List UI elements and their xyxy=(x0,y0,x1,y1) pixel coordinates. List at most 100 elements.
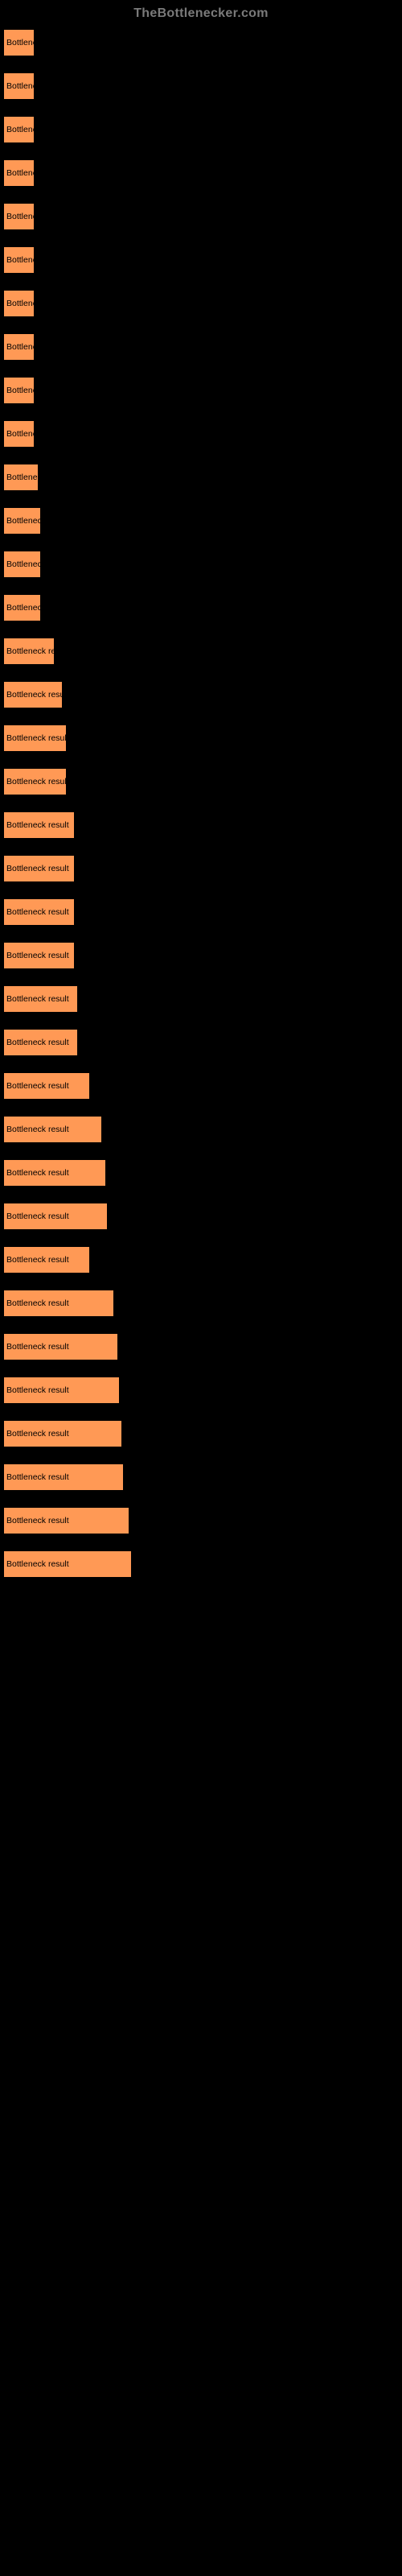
chart-bar: Bottleneck xyxy=(3,333,35,361)
bar-label: Bottleneck xyxy=(6,38,35,47)
chart-bar: Bottleneck result xyxy=(3,1116,102,1143)
chart-row: Bottleneck result 48 xyxy=(3,1159,399,1187)
chart-row: Bottleneck xyxy=(3,72,399,100)
chart-row: Bottleneck result525 xyxy=(3,1507,399,1534)
bar-label: Bottleneck xyxy=(6,125,35,134)
chart-bar: Bottleneck result xyxy=(3,855,75,882)
bar-label: Bottleneck result xyxy=(6,1255,69,1265)
chart-bar: Bottleneck r xyxy=(3,464,39,491)
bar-label: Bottleneck re xyxy=(6,516,41,526)
bar-label: Bottleneck result xyxy=(6,1081,69,1091)
bar-label: Bottleneck xyxy=(6,386,35,395)
chart-bar: Bottleneck xyxy=(3,290,35,317)
chart-row: Bottleneck result 51 xyxy=(3,1463,399,1491)
chart-bar: Bottleneck result xyxy=(3,1159,106,1187)
chart-row: Bottleneck re xyxy=(3,594,399,621)
chart-row: Bottleneck result 50 xyxy=(3,1333,399,1360)
chart-bar: Bottleneck result xyxy=(3,1463,124,1491)
chart-row: Bottleneck result xyxy=(3,1072,399,1100)
bar-label: Bottleneck xyxy=(6,168,35,178)
bar-label: Bottleneck re xyxy=(6,603,41,613)
bar-value: 50 xyxy=(121,1342,130,1352)
chart-bar: Bottleneck xyxy=(3,116,35,143)
chart-bar: Bottleneck result xyxy=(3,942,75,969)
chart-bar: Bottleneck re xyxy=(3,507,41,535)
chart-row: Bottleneck result xyxy=(3,898,399,926)
chart-row: Bottleneck xyxy=(3,246,399,274)
chart-bar: Bottleneck result xyxy=(3,1203,108,1230)
chart-row: Bottleneck result 48 xyxy=(3,1290,399,1317)
chart-row: Bottleneck xyxy=(3,290,399,317)
bar-label: Bottleneck result xyxy=(6,1342,69,1352)
bar-label: Bottleneck xyxy=(6,299,35,308)
bar-value: 48 xyxy=(117,1298,126,1308)
bar-label: Bottleneck result xyxy=(6,777,67,786)
bar-label: Bottleneck result xyxy=(6,1559,69,1569)
chart-row: Bottleneck result xyxy=(3,942,399,969)
bar-label: Bottleneck r xyxy=(6,473,39,482)
chart-bar: Bottleneck xyxy=(3,420,35,448)
chart-bar: Bottleneck result xyxy=(3,1507,129,1534)
chart-bar: Bottleneck re xyxy=(3,551,41,578)
chart-bar: Bottleneck result xyxy=(3,985,78,1013)
chart-bar: Bottleneck xyxy=(3,203,35,230)
chart-bar: Bottleneck xyxy=(3,159,35,187)
chart-bar: Bottleneck result xyxy=(3,1029,78,1056)
chart-row: Bottleneck re xyxy=(3,551,399,578)
bar-label: Bottleneck xyxy=(6,255,35,265)
chart-row: Bottleneck result 51 xyxy=(3,1420,399,1447)
chart-row: Bottleneck xyxy=(3,333,399,361)
bar-value: 4 xyxy=(110,1212,115,1221)
chart-bar: Bottleneck re xyxy=(3,594,41,621)
bar-label: Bottleneck result xyxy=(6,951,69,960)
bar-value: 4 xyxy=(105,1125,109,1134)
bar-label: Bottleneck xyxy=(6,81,35,91)
bar-label: Bottleneck xyxy=(6,212,35,221)
chart-bar: Bottleneck result xyxy=(3,811,75,839)
site-header: TheBottlenecker.com xyxy=(3,6,399,21)
bar-value: 525 xyxy=(132,1516,146,1525)
chart-row: Bottleneck xyxy=(3,116,399,143)
bar-label: Bottleneck re xyxy=(6,559,41,569)
bar-label: Bottleneck result xyxy=(6,1212,69,1221)
chart-bar: Bottleneck result xyxy=(3,1333,118,1360)
bar-value: 48 xyxy=(109,1168,118,1178)
chart-row: Bottleneck result xyxy=(3,855,399,882)
bar-label: Bottleneck result xyxy=(6,907,69,917)
chart-row: Bottleneck result49 xyxy=(3,1550,399,1578)
chart-row: Bottleneck re xyxy=(3,507,399,535)
chart-bar: Bottleneck xyxy=(3,29,35,56)
chart-bar: Bottleneck result xyxy=(3,898,75,926)
bar-label: Bottleneck xyxy=(6,429,35,439)
chart-row: Bottleneck result xyxy=(3,811,399,839)
chart-row: Bottleneck result xyxy=(3,724,399,752)
bar-value: 51 xyxy=(126,1472,136,1482)
bar-label: Bottleneck result xyxy=(6,1125,69,1134)
bar-label: Bottleneck result xyxy=(6,1168,69,1178)
chart-bar: Bottleneck result xyxy=(3,1420,122,1447)
bar-label: Bottleneck result xyxy=(6,1298,69,1308)
chart-row: Bottleneck xyxy=(3,29,399,56)
bar-value: 50 xyxy=(122,1385,132,1395)
bar-label: Bottleneck result xyxy=(6,1472,69,1482)
chart-row: Bottleneck r xyxy=(3,464,399,491)
bar-label: Bottleneck result xyxy=(6,690,63,700)
chart-bar: Bottleneck xyxy=(3,246,35,274)
bar-value: 51 xyxy=(125,1429,134,1439)
chart-row: Bottleneck xyxy=(3,420,399,448)
chart-row: Bottleneck result xyxy=(3,638,399,665)
bar-label: Bottleneck result xyxy=(6,994,69,1004)
bar-label: Bottleneck result xyxy=(6,820,69,830)
chart-row: Bottleneck result 4 xyxy=(3,1203,399,1230)
bar-label: Bottleneck result xyxy=(6,1038,69,1047)
bottleneck-bar-chart: Bottleneck Bottleneck Bottleneck Bottleneck… xyxy=(3,29,399,1578)
chart-row: Bottleneck result 4 xyxy=(3,1116,399,1143)
chart-row: Bottleneck xyxy=(3,159,399,187)
chart-bar: Bottleneck result xyxy=(3,681,63,708)
chart-row: Bottleneck xyxy=(3,203,399,230)
chart-bar: Bottleneck result xyxy=(3,1377,120,1404)
bar-label: Bottleneck result xyxy=(6,1429,69,1439)
chart-row: Bottleneck result50 xyxy=(3,1377,399,1404)
chart-row: Bottleneck result xyxy=(3,985,399,1013)
chart-bar: Bottleneck result xyxy=(3,1290,114,1317)
